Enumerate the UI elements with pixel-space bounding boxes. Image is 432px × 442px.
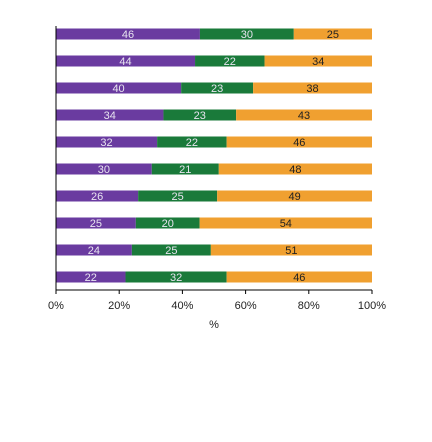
x-tick-label: 20%	[108, 300, 130, 312]
bar-value-label: 20	[162, 218, 174, 230]
bar-value-label: 25	[90, 218, 102, 230]
bar-segment	[217, 190, 372, 202]
bar-value-label: 32	[170, 272, 182, 284]
x-tick-label: 60%	[235, 300, 257, 312]
bar-value-label: 25	[172, 191, 184, 203]
bar-value-label: 43	[298, 110, 310, 122]
bar-segment	[56, 109, 164, 121]
bar-segment	[163, 109, 237, 121]
bar-value-label: 21	[179, 164, 191, 176]
bar-value-label: 46	[293, 272, 305, 284]
bar-segment	[138, 190, 218, 202]
bar-segment	[264, 55, 372, 67]
bars-group: 46 30 25 44 22 34 40 23 38 34 23 43 32 22 46 30 21 48 26 25…	[56, 28, 372, 284]
bar-segment	[199, 28, 294, 40]
bar-value-label: 51	[285, 245, 297, 257]
bar-segment	[56, 163, 152, 175]
bar-segment	[157, 136, 227, 148]
bar-segment	[218, 163, 372, 175]
bar-value-label: 25	[165, 245, 177, 257]
bar-value-label: 23	[194, 110, 206, 122]
bar-segment	[56, 217, 136, 229]
bar-value-label: 34	[104, 110, 116, 122]
bar-value-label: 24	[88, 245, 100, 257]
bar-value-label: 48	[289, 164, 301, 176]
x-axis	[55, 26, 372, 291]
bar-segment	[131, 244, 211, 256]
bar-value-label: 23	[211, 83, 223, 95]
bar-value-label: 54	[280, 218, 292, 230]
x-axis-title: %	[209, 319, 219, 331]
bar-segment	[56, 82, 182, 94]
bar-segment	[226, 136, 372, 148]
bar-segment	[56, 55, 196, 67]
bar-value-label: 25	[327, 29, 339, 41]
bar-segment	[56, 136, 158, 148]
bar-segment	[236, 109, 372, 121]
bar-segment	[151, 163, 219, 175]
bar-segment	[253, 82, 372, 94]
bar-segment	[199, 217, 372, 229]
bar-segment	[195, 55, 265, 67]
bar-value-label: 44	[119, 56, 131, 68]
x-tick-label: 0%	[48, 300, 64, 312]
bar-value-label: 26	[91, 191, 103, 203]
bar-value-label: 30	[98, 164, 110, 176]
bar-value-label: 46	[293, 137, 305, 149]
x-tick-label: 80%	[298, 300, 320, 312]
bar-segment	[56, 271, 126, 283]
bar-value-label: 46	[122, 29, 134, 41]
bar-value-label: 38	[306, 83, 318, 95]
bar-value-label: 22	[85, 272, 97, 284]
x-tick-label: 40%	[171, 300, 193, 312]
bar-value-label: 22	[224, 56, 236, 68]
bar-segment	[56, 244, 132, 256]
bar-segment	[56, 28, 200, 40]
bar-segment	[181, 82, 254, 94]
bar-value-label: 30	[241, 29, 253, 41]
bar-segment	[226, 271, 372, 283]
bar-segment	[56, 190, 139, 202]
bar-value-label: 49	[288, 191, 300, 203]
bar-value-label: 34	[312, 56, 324, 68]
bar-segment	[210, 244, 372, 256]
bar-segment	[293, 28, 372, 40]
x-ticks-group: 0% 20% 40% 60% 80% 100%	[48, 290, 386, 312]
bar-value-label: 40	[112, 83, 124, 95]
bar-segment	[125, 271, 227, 283]
x-tick-label: 100%	[358, 300, 386, 312]
bar-value-label: 22	[186, 137, 198, 149]
bar-value-label: 32	[100, 137, 112, 149]
bar-segment	[135, 217, 200, 229]
